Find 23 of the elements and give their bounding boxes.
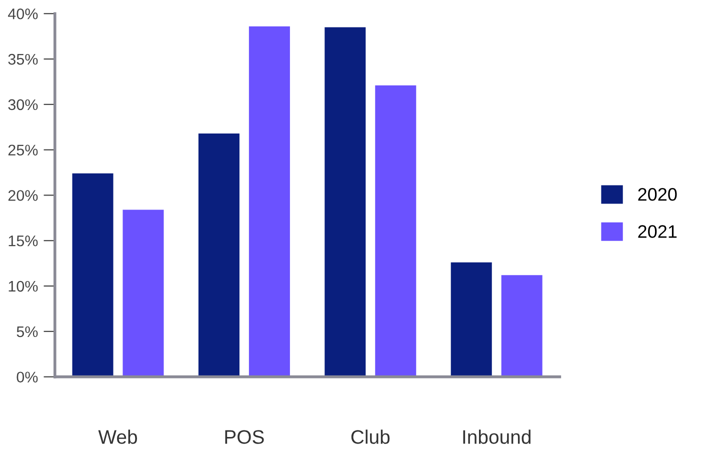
y-tick-label: 10% [8, 280, 38, 292]
bar [450, 262, 492, 377]
y-tick-label: 0% [16, 372, 38, 383]
y-tick-label: 20% [8, 190, 38, 201]
bar [198, 133, 240, 377]
x-tick-label: POS [225, 430, 264, 444]
legend-label: 2021 [638, 225, 677, 238]
y-tick-label: 25% [8, 144, 38, 156]
bar [324, 27, 366, 377]
x-tick-label: Club [351, 430, 390, 444]
bar [72, 173, 114, 377]
x-tick-label: Inbound [463, 430, 530, 444]
bar [375, 85, 416, 377]
legend-label: 2020 [638, 188, 677, 201]
y-tick-label: 30% [8, 99, 38, 110]
bar [501, 275, 542, 377]
bar [122, 210, 164, 377]
bar [248, 26, 290, 377]
y-tick-label: 5% [16, 326, 38, 338]
y-tick-label: 35% [8, 54, 38, 65]
y-tick-label: 15% [8, 236, 38, 246]
x-tick-label: Web [98, 430, 138, 444]
y-tick-label: 40% [8, 8, 38, 20]
